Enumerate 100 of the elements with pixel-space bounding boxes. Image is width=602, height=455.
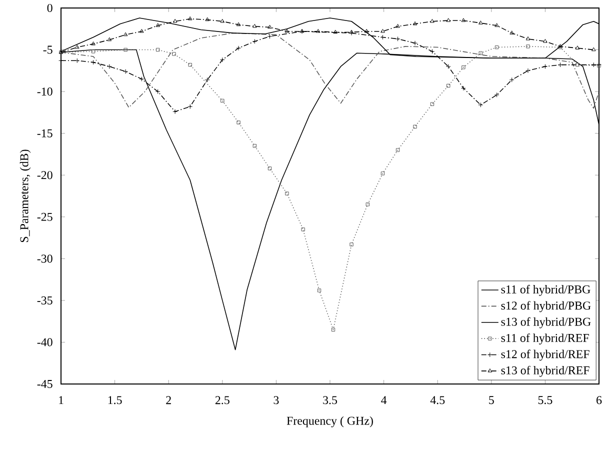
x-tick-label: 2.5	[215, 396, 230, 404]
x-tick-label: 6	[596, 396, 602, 404]
x-tick-label: 3	[274, 396, 279, 404]
y-tick-label: 0	[47, 4, 52, 12]
point	[333, 30, 338, 34]
y-tick-label: -5	[43, 46, 52, 54]
point	[285, 192, 289, 196]
point	[462, 65, 466, 70]
point	[124, 48, 128, 52]
legend-label: s12 of hybrid/REF	[501, 350, 590, 361]
point	[188, 104, 193, 110]
point	[478, 102, 484, 108]
point	[188, 16, 192, 20]
legend-label: s13 of hybrid/REF	[501, 366, 590, 377]
point	[236, 22, 241, 26]
legend-label: s12 of hybrid/PBG	[501, 301, 591, 312]
point	[430, 102, 434, 106]
point	[267, 34, 272, 39]
point	[301, 228, 305, 232]
point	[172, 109, 178, 114]
x-tick-label: 3.5	[323, 396, 338, 404]
point	[591, 47, 596, 52]
point	[284, 28, 290, 33]
point	[123, 32, 128, 36]
point	[446, 18, 451, 22]
point	[268, 166, 272, 170]
point	[123, 69, 128, 74]
point	[91, 41, 96, 46]
point	[107, 37, 112, 42]
point	[380, 172, 385, 176]
point	[576, 62, 580, 67]
point	[205, 17, 210, 22]
point	[74, 44, 80, 49]
point	[460, 86, 466, 91]
point	[396, 148, 400, 152]
point	[156, 23, 160, 27]
point	[140, 28, 144, 33]
point	[366, 202, 370, 206]
point	[446, 64, 451, 69]
point	[494, 45, 499, 50]
point	[172, 18, 178, 23]
point	[575, 46, 580, 50]
point	[446, 84, 450, 88]
point	[220, 98, 224, 103]
point	[526, 44, 530, 48]
point	[380, 34, 386, 40]
point	[90, 60, 96, 65]
y-tick-label: -20	[37, 171, 52, 180]
point	[430, 18, 434, 23]
legend-label: s11 of hybrid/REF	[501, 333, 589, 344]
point	[106, 64, 112, 69]
point	[364, 28, 369, 33]
point	[395, 36, 400, 42]
x-axis-title: Frequency ( GHz)	[286, 416, 373, 428]
point	[509, 77, 514, 82]
y-tick-label: -25	[37, 212, 52, 221]
point	[204, 77, 210, 82]
point	[316, 28, 320, 33]
point	[268, 24, 272, 29]
y-tick-label: -35	[37, 296, 52, 304]
x-tick-label: 5.5	[538, 396, 552, 404]
point	[349, 30, 354, 36]
x-tick-label: 4.5	[430, 396, 445, 404]
y-tick-label: -40	[37, 338, 52, 346]
point	[252, 144, 257, 148]
point	[139, 76, 144, 82]
point	[172, 52, 176, 56]
point	[156, 48, 160, 52]
y-tick-label: -10	[37, 88, 52, 96]
point	[396, 24, 400, 28]
x-tick-label: 1.5	[108, 396, 122, 404]
point	[155, 89, 160, 94]
point	[317, 288, 322, 292]
point	[591, 62, 596, 68]
y-axis-title: S_Parameters, (dB)	[20, 150, 31, 242]
point	[526, 36, 530, 40]
point	[236, 46, 241, 51]
point	[74, 58, 80, 64]
point	[543, 38, 548, 43]
point	[331, 328, 336, 332]
point	[558, 62, 563, 68]
point	[91, 50, 96, 54]
legend-label: s11 of hybrid/PBG	[501, 284, 590, 296]
point	[478, 20, 483, 24]
x-tick-label: 4	[381, 396, 387, 404]
point	[413, 124, 417, 128]
point	[252, 24, 257, 28]
point	[412, 40, 418, 46]
point	[461, 18, 466, 22]
point	[350, 242, 354, 246]
point	[252, 38, 258, 44]
y-tick-label: -45	[37, 380, 52, 388]
point	[380, 28, 385, 33]
point	[510, 30, 514, 34]
point	[220, 18, 225, 23]
point	[542, 64, 548, 69]
point	[236, 120, 240, 124]
x-tick-label: 5	[489, 396, 494, 404]
point	[494, 23, 499, 27]
legend-label: s13 of hybrid/PBG	[501, 317, 591, 328]
